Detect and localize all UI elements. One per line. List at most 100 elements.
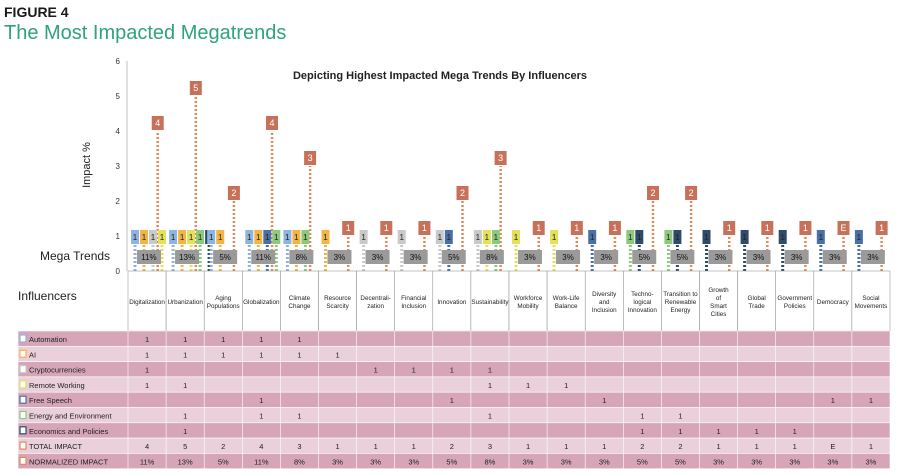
column-header: Work-Life: [553, 295, 580, 302]
column-header-cell: [280, 270, 319, 332]
total-impact-label-box: [189, 81, 202, 95]
normalized-label-box: [784, 250, 809, 264]
total-impact-label-box: [647, 186, 660, 200]
table-cell: 3%: [561, 457, 572, 466]
series-bar-label: 1: [857, 233, 862, 242]
series-bar-label-box: [140, 230, 148, 244]
figure-label: FIGURE 4: [4, 4, 69, 20]
table-cell: 1: [755, 442, 759, 451]
table-cell: 1: [335, 442, 339, 451]
table-cell: 1: [640, 412, 644, 421]
table-cell: 3%: [523, 457, 534, 466]
table-cell: 1: [488, 412, 492, 421]
table-cell: 1: [526, 442, 530, 451]
series-bar-label: 1: [476, 233, 481, 242]
table-cell: 3: [488, 442, 492, 451]
table-cell: E: [830, 442, 835, 451]
row-icon: [19, 334, 27, 343]
column-header: Globalization: [243, 299, 280, 306]
column-header: Balance: [555, 303, 578, 310]
series-bar-label: 1: [494, 233, 499, 242]
column-header-cell: [661, 270, 700, 332]
table-cell: 1: [755, 427, 759, 436]
figure-title: The Most Impacted Megatrends: [4, 22, 287, 44]
series-bar-label-box: [196, 230, 205, 244]
table-cell: 3%: [866, 457, 877, 466]
series-bar-label-box: [178, 230, 187, 244]
normalized-label-box: [556, 250, 581, 264]
table-cell: 5%: [218, 457, 229, 466]
table-cell: 1: [869, 396, 873, 405]
y-axis-label: Impact %: [81, 142, 93, 188]
table-cell: 1: [640, 427, 644, 436]
series-bar-label: 1: [218, 233, 223, 242]
series-bar-label: 1: [438, 233, 443, 242]
row-icon: [19, 380, 27, 389]
table-cell: 8%: [294, 457, 305, 466]
series-bar-label-box: [778, 230, 787, 244]
table-cell: 1: [450, 366, 454, 375]
series-bar-label: 1: [637, 233, 642, 242]
series-bar-label-box: [635, 230, 644, 244]
series-bar-label-box: [292, 230, 301, 244]
normalized-label: 3%: [829, 253, 841, 262]
normalized-label-box: [708, 250, 733, 264]
table-row: [17, 391, 891, 408]
total-impact-label: 4: [155, 118, 160, 128]
table-cell: 1: [412, 366, 416, 375]
column-header: Smart: [710, 303, 727, 310]
table-row: [17, 407, 891, 424]
row-label: NORMALIZED IMPACT: [29, 457, 108, 466]
normalized-label-box: [365, 250, 390, 264]
normalized-label: 5%: [677, 253, 689, 262]
column-header: Mobility: [517, 303, 539, 310]
table-cell: 11%: [140, 457, 155, 466]
normalized-label-box: [441, 250, 466, 264]
series-bar-label: 1: [485, 233, 490, 242]
total-impact-label: 1: [536, 223, 541, 233]
y-axis: 0 1 2 3 4 5 6: [116, 57, 128, 276]
series-bar-label-box: [482, 230, 491, 244]
row-icon: [19, 426, 27, 435]
column-header: Energy: [670, 307, 691, 314]
normalized-label: 3%: [791, 253, 803, 262]
total-impact-label-box: [761, 221, 774, 235]
influencer-table: Digitalization Urbanization AgingPopulatio…: [17, 270, 891, 469]
total-impact-label-box: [570, 221, 583, 235]
column-header: Digitalization: [129, 299, 165, 306]
total-impact-label: 2: [231, 188, 236, 198]
column-header: Innovation: [628, 307, 658, 314]
table-cell: 1: [259, 335, 263, 344]
table-cell: 1: [183, 412, 187, 421]
table-cell: 2: [221, 442, 225, 451]
total-impact-label-box: [837, 221, 850, 235]
table-cell: 1: [793, 427, 797, 436]
table-cell: 1: [145, 366, 149, 375]
series-bar-label: 1: [742, 233, 747, 242]
total-impact-label: 2: [689, 188, 694, 198]
table-cell: 1: [183, 335, 187, 344]
y-tick-label: 3: [116, 162, 121, 171]
series-bar-label-box: [169, 230, 178, 244]
series-bar-label: 1: [209, 233, 214, 242]
series-bar-label-box: [272, 230, 281, 244]
column-header-cell: [623, 270, 662, 332]
table-cell: 1: [297, 412, 301, 421]
normalized-label-box: [213, 250, 238, 264]
series-bar-label: 1: [303, 233, 308, 242]
total-impact-label: 3: [308, 153, 313, 163]
table-cell: 3%: [751, 457, 762, 466]
normalized-label: 3%: [372, 253, 384, 262]
series-bar-label: 1: [628, 233, 633, 242]
column-header: zation: [367, 303, 384, 310]
column-header: and: [599, 299, 610, 306]
table-cell: 1: [259, 396, 263, 405]
normalized-label: 3%: [867, 253, 879, 262]
series-bar-label: 1: [142, 233, 147, 242]
total-impact-label: 1: [422, 223, 427, 233]
series-bar-label-box: [588, 230, 597, 244]
series-bar-label: 1: [514, 233, 519, 242]
normalized-label: 8%: [296, 253, 308, 262]
table-cell: 1: [678, 412, 682, 421]
row-label: AI: [29, 350, 36, 359]
